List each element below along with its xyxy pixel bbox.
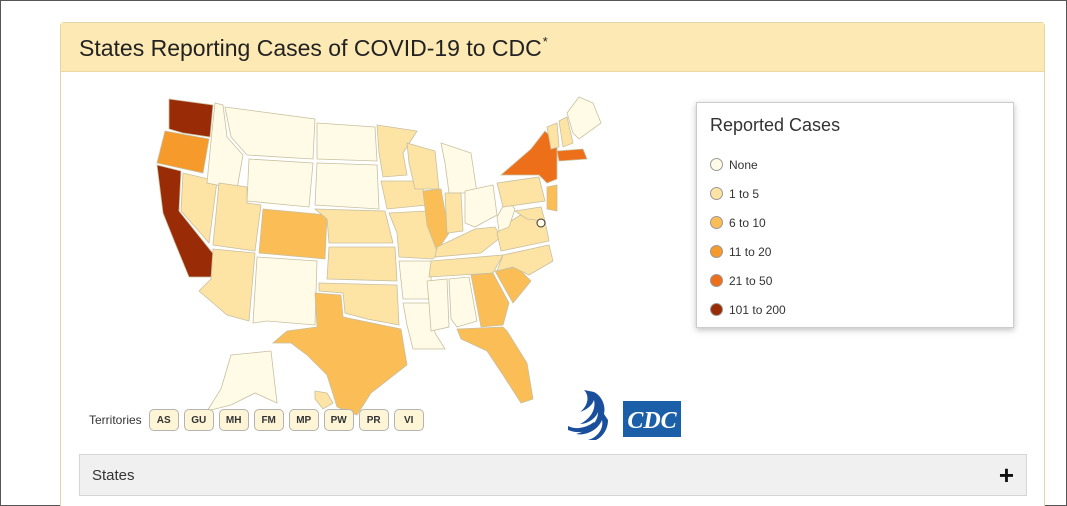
covid-cases-card: States Reporting Cases of COVID-19 to CD… (60, 22, 1045, 506)
state-pa[interactable] (496, 176, 546, 208)
state-hi[interactable] (314, 390, 334, 410)
state-ma[interactable] (556, 148, 588, 162)
legend: Reported Cases None 1 to 5 6 to 10 11 to 20… (696, 102, 1014, 328)
state-ak[interactable] (206, 350, 278, 412)
legend-label: 11 to 20 (729, 244, 772, 259)
territory-button-gu[interactable]: GU (183, 409, 214, 431)
state-fl[interactable] (456, 326, 534, 404)
state-nd[interactable] (316, 122, 378, 162)
state-ut[interactable] (212, 182, 262, 252)
state-vt[interactable] (546, 122, 560, 150)
legend-item: 101 to 200 (710, 295, 1000, 324)
territories-bar: Territories AS GU MH FM MP PW PR VI (89, 409, 429, 431)
legend-swatch (710, 216, 723, 229)
state-nv[interactable] (180, 172, 218, 244)
legend-label: 6 to 10 (729, 215, 766, 230)
state-co[interactable] (258, 208, 328, 260)
territory-button-as[interactable]: AS (148, 409, 179, 431)
state-wa[interactable] (168, 98, 214, 138)
state-ok[interactable] (318, 282, 400, 326)
legend-label: 21 to 50 (729, 273, 773, 288)
us-map-svg (156, 96, 602, 416)
territory-button-mp[interactable]: MP (288, 409, 319, 431)
state-il[interactable] (422, 188, 450, 252)
state-sd[interactable] (314, 162, 380, 210)
card-header: States Reporting Cases of COVID-19 to CD… (61, 23, 1044, 72)
state-nm[interactable] (252, 256, 318, 326)
state-or[interactable] (156, 130, 210, 174)
state-nh[interactable] (558, 116, 574, 148)
dc-marker[interactable] (536, 218, 546, 228)
state-wy[interactable] (246, 158, 314, 208)
states-accordion[interactable]: States + (79, 454, 1027, 496)
legend-swatch (710, 274, 723, 287)
legend-swatch (710, 187, 723, 200)
legend-label: 101 to 200 (729, 302, 786, 317)
state-ga[interactable] (470, 272, 510, 328)
territory-button-vi[interactable]: VI (393, 409, 424, 431)
state-in[interactable] (444, 192, 464, 234)
legend-swatch (710, 245, 723, 258)
state-ms[interactable] (426, 278, 450, 332)
territory-button-pw[interactable]: PW (323, 409, 354, 431)
legend-label: 1 to 5 (729, 186, 760, 201)
cdc-logo: CDC (623, 401, 681, 437)
state-az[interactable] (198, 248, 256, 322)
state-ny[interactable] (499, 130, 558, 184)
state-nj[interactable] (546, 184, 558, 212)
state-oh[interactable] (464, 184, 498, 228)
states-label: States (92, 466, 135, 484)
footnote-mark: * (542, 34, 548, 49)
state-me[interactable] (566, 96, 602, 140)
state-id[interactable] (206, 102, 244, 190)
state-mi[interactable] (440, 142, 478, 194)
us-map (131, 93, 611, 423)
territory-button-fm[interactable]: FM (253, 409, 284, 431)
state-sc[interactable] (494, 266, 532, 304)
legend-label: None (729, 157, 758, 172)
legend-title: Reported Cases (710, 115, 841, 135)
territory-button-pr[interactable]: PR (358, 409, 389, 431)
territory-button-mh[interactable]: MH (218, 409, 249, 431)
logos: CDC (566, 386, 681, 442)
state-tx[interactable] (271, 292, 408, 416)
legend-item: 11 to 20 (710, 237, 1000, 266)
state-ks[interactable] (326, 246, 398, 282)
state-mt[interactable] (224, 106, 316, 160)
svg-text:CDC: CDC (627, 408, 677, 434)
page-title: States Reporting Cases of COVID-19 to CD… (79, 34, 548, 61)
legend-swatch (710, 303, 723, 316)
hhs-eagle-logo (568, 390, 608, 440)
state-mn[interactable] (376, 124, 418, 178)
state-al[interactable] (448, 276, 478, 328)
legend-swatch (710, 158, 723, 171)
territories-label: Territories (89, 413, 142, 427)
state-nc[interactable] (496, 244, 554, 276)
legend-item: 6 to 10 (710, 208, 1000, 237)
state-ne[interactable] (313, 208, 394, 244)
state-wi[interactable] (406, 142, 440, 190)
legend-item: None (710, 150, 1000, 179)
plus-icon[interactable]: + (998, 460, 1014, 490)
legend-item: 1 to 5 (710, 179, 1000, 208)
legend-item: 21 to 50 (710, 266, 1000, 295)
